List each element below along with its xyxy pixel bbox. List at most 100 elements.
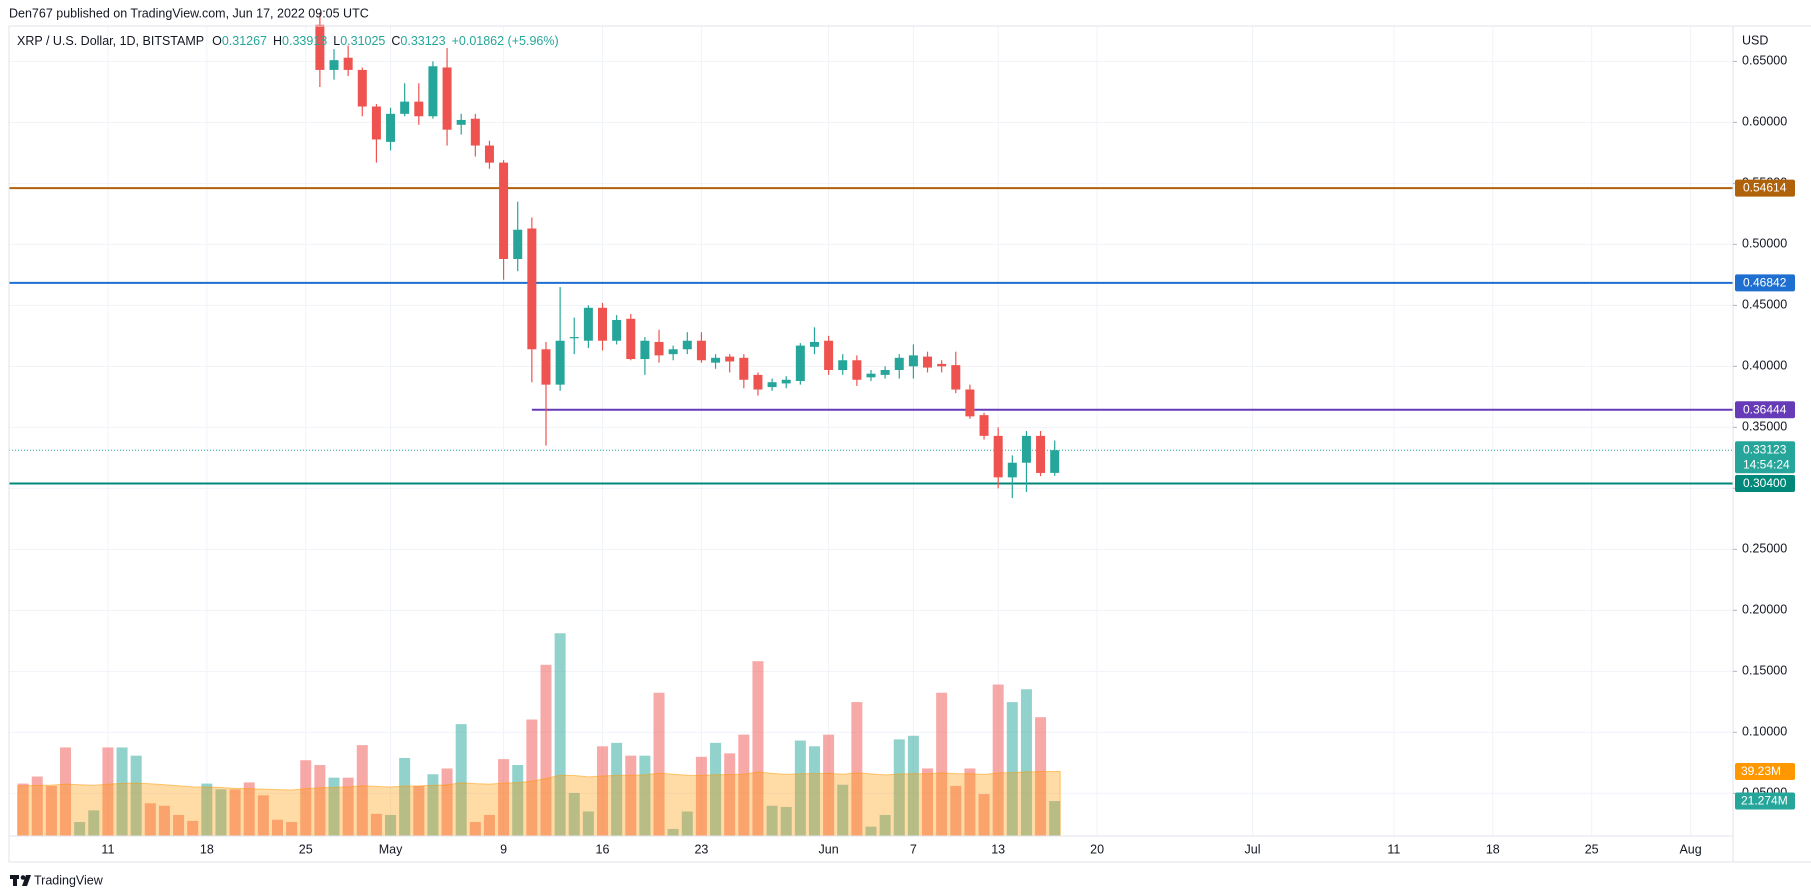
y-tick-label: 0.15000 (1742, 664, 1787, 678)
candle-body (979, 415, 989, 436)
legend-letter: C (391, 34, 400, 48)
candle-body (753, 374, 763, 390)
candle-body (880, 370, 890, 375)
volume-bar (611, 742, 623, 836)
x-tick-label: Jun (819, 842, 839, 856)
legend-change: +0.01862 (+5.96%) (452, 34, 559, 48)
volume-bar (710, 742, 722, 836)
level-label: 0.54614 (1743, 181, 1787, 195)
candle-body (470, 118, 480, 146)
volume-bar (936, 692, 948, 836)
volume-bar (130, 755, 142, 836)
candle-body (838, 360, 848, 371)
volume-bar (808, 746, 820, 836)
volume-bar (243, 782, 255, 836)
volume-bar (950, 785, 962, 836)
candle-body (626, 318, 636, 360)
volume-bar (88, 810, 100, 836)
candle-body (993, 435, 1003, 478)
candle-body (781, 379, 791, 384)
level-label: 0.30400 (1743, 476, 1787, 490)
candle-body (668, 349, 678, 355)
candle-body (923, 356, 933, 368)
volume-bar (17, 783, 29, 836)
candle-body (400, 101, 410, 114)
volume-bar (385, 814, 397, 836)
x-tick-label: Jul (1245, 842, 1261, 856)
legend-letter: H (273, 34, 282, 48)
x-tick-label: 13 (991, 842, 1005, 856)
level-label: 0.46842 (1743, 276, 1787, 290)
x-tick-label: 18 (1486, 842, 1500, 856)
volume-bar (215, 789, 227, 836)
x-tick-label: 25 (1585, 842, 1599, 856)
x-tick-label: 20 (1090, 842, 1104, 856)
legend-title: XRP / U.S. Dollar, 1D, BITSTAMP (17, 34, 204, 48)
volume-bar (271, 819, 283, 836)
volume-bar (695, 756, 707, 836)
level-label: 0.36444 (1743, 402, 1787, 416)
level-label-bg (1735, 401, 1795, 419)
candle-body (739, 357, 749, 380)
volume-bar (865, 826, 877, 836)
x-tick-label: 25 (299, 842, 313, 856)
candle-body (866, 373, 876, 378)
legend-close: 0.33123 (400, 34, 445, 48)
candle-body (315, 24, 325, 70)
volume-bar (597, 746, 609, 836)
ma-label-bg (1735, 763, 1795, 781)
candle-body (598, 307, 608, 341)
candle-body (612, 319, 622, 341)
volume-bar (342, 777, 354, 836)
grid (9, 26, 1733, 836)
last-price-bg (1735, 441, 1795, 474)
x-tick-label: 18 (200, 842, 214, 856)
volume-bar (498, 759, 510, 836)
candle-body (569, 337, 579, 339)
volume-bar (667, 828, 679, 836)
volume-bar (328, 777, 340, 836)
candle-body (725, 356, 735, 362)
volume-ma-area (17, 771, 1061, 837)
volume-bar (356, 745, 368, 836)
volume-bar (893, 739, 905, 836)
volume-bar (992, 684, 1004, 836)
volume-pane (17, 633, 1061, 837)
volume-bar (116, 747, 128, 836)
volume-bar (201, 783, 213, 836)
footer-logo (10, 875, 31, 886)
volume-bar (455, 724, 467, 836)
volume-bar (794, 740, 806, 836)
candle-body (711, 357, 721, 363)
volume-bar (370, 813, 382, 836)
volume-bar (964, 768, 976, 836)
volume-bar (469, 822, 481, 836)
volume-bar (314, 765, 326, 836)
y-tick-label: 0.60000 (1742, 115, 1787, 129)
candle-body (1050, 450, 1060, 473)
candle-body (357, 69, 367, 107)
currency: USD (1742, 33, 1768, 47)
y-tick-label: 0.10000 (1742, 725, 1787, 739)
volume-bar (158, 805, 170, 836)
candle-body (527, 228, 537, 350)
legend-low: 0.31025 (340, 34, 385, 48)
volume-bar (31, 776, 43, 836)
level-label-bg (1735, 274, 1795, 292)
candle-body (555, 340, 565, 385)
candle-body (456, 119, 466, 125)
volume-bar (1020, 689, 1032, 836)
last-price-label: 0.33123 (1743, 442, 1787, 456)
y-tick-label: 0.35000 (1742, 420, 1787, 434)
volume-bar (780, 806, 792, 836)
y-tick-label: 0.20000 (1742, 603, 1787, 617)
candle-body (484, 145, 494, 163)
volume-bar (879, 814, 891, 836)
volume-bar (483, 814, 495, 836)
volume-bar (568, 792, 580, 836)
candle-body (682, 340, 692, 350)
candle-body (343, 57, 353, 70)
volume-bar (441, 768, 453, 836)
x-tick-label: 11 (101, 842, 114, 856)
